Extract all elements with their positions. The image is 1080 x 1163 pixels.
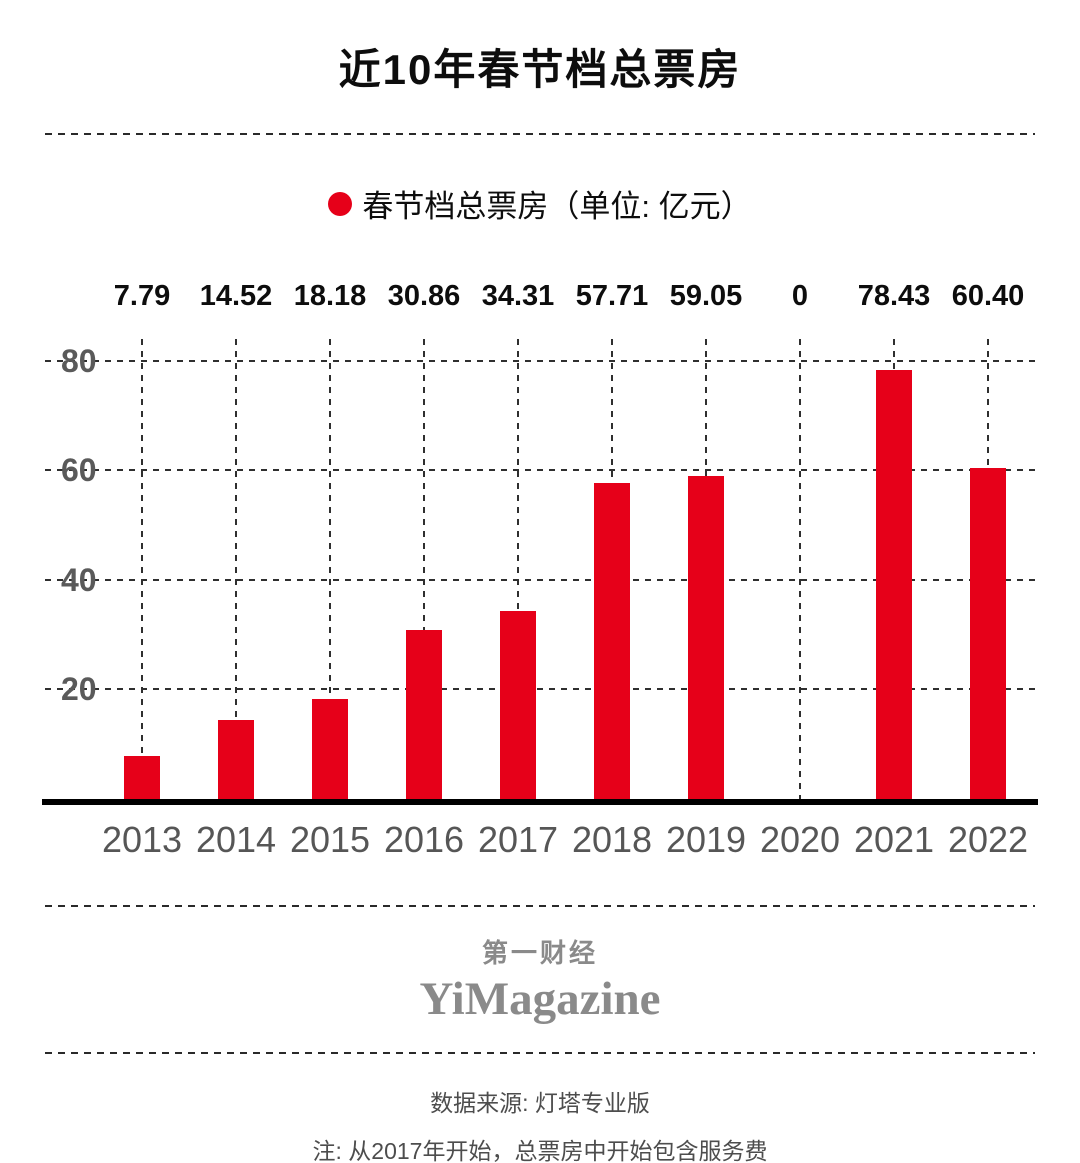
brand-name-cn: 第一财经	[481, 938, 598, 968]
chart-column	[189, 339, 283, 799]
x-tick-label: 2018	[571, 819, 653, 860]
value-label: 14.52	[199, 280, 273, 312]
legend: 春节档总票房（单位: 亿元）	[0, 181, 1080, 226]
value-label: 57.71	[575, 280, 649, 312]
bar	[312, 699, 348, 799]
grid-vline	[141, 339, 143, 799]
grid-vline	[517, 339, 519, 799]
chart-column	[95, 339, 189, 799]
columns	[95, 339, 1035, 799]
x-tick-label: 2015	[289, 819, 371, 860]
value-label: 34.31	[481, 280, 555, 312]
chart-column	[565, 339, 659, 799]
bar	[688, 475, 724, 799]
x-labels-row: 2013 2014 2015 2016 2017 2018 2019 2020 2021 2022	[45, 819, 1035, 861]
chart-column	[659, 339, 753, 799]
value-label: 0	[791, 280, 809, 312]
x-tick-label: 2017	[477, 819, 559, 860]
x-tick-label: 2020	[759, 819, 841, 860]
x-tick-label: 2021	[853, 819, 935, 860]
grid-vline	[799, 339, 801, 799]
grid-hline	[45, 688, 1035, 691]
grid-hline	[45, 578, 1035, 581]
legend-label: 春节档总票房（单位: 亿元）	[362, 189, 752, 224]
grid-hline	[45, 469, 1035, 472]
brand-name-en: YiMagazine	[419, 973, 661, 1025]
y-tick-label: 40	[61, 561, 97, 598]
x-tick-label: 2014	[195, 819, 277, 860]
grid-hline	[45, 359, 1035, 362]
y-tick-label: 60	[61, 452, 97, 489]
x-axis-baseline	[42, 799, 1038, 805]
dashed-divider-middle	[45, 905, 1035, 907]
x-tick-label: 2016	[383, 819, 465, 860]
value-label: 78.43	[857, 280, 931, 312]
bar	[594, 482, 630, 799]
value-labels-row: 7.79 14.52 18.18 30.86 34.31 57.71 59.05 0 78.43…	[45, 280, 1035, 313]
legend-marker-icon	[328, 191, 353, 216]
chart-column	[847, 339, 941, 799]
x-tick-label: 2019	[665, 819, 747, 860]
footer: 第一财经 YiMagazine	[0, 933, 1080, 1026]
value-label: 60.40	[951, 280, 1025, 312]
bar	[218, 719, 254, 799]
chart-column	[283, 339, 377, 799]
value-label: 7.79	[113, 280, 171, 312]
value-label: 30.86	[387, 280, 461, 312]
bar	[500, 611, 536, 799]
value-label: 59.05	[669, 280, 743, 312]
grid-vline	[235, 339, 237, 799]
grid-vline	[329, 339, 331, 799]
chart-column	[471, 339, 565, 799]
data-source-text: 数据来源: 灯塔专业版	[430, 1090, 650, 1116]
x-tick-label: 2022	[947, 819, 1029, 860]
dashed-divider-bottom	[45, 1052, 1035, 1054]
grid-vline	[423, 339, 425, 799]
y-tick-label: 80	[61, 342, 97, 379]
chart-column	[941, 339, 1035, 799]
chart-column	[377, 339, 471, 799]
bar	[406, 630, 442, 799]
bar	[876, 369, 912, 799]
x-tick-label: 2013	[101, 819, 183, 860]
bar	[970, 468, 1006, 799]
bar	[124, 756, 160, 799]
value-label: 18.18	[293, 280, 367, 312]
plot-area: 20 40 60 80	[45, 339, 1035, 799]
chart-column	[753, 339, 847, 799]
footnote-text: 注: 从2017年开始，总票房中开始包含服务费	[312, 1138, 768, 1163]
dashed-divider-top	[45, 133, 1035, 135]
y-tick-label: 20	[61, 671, 97, 708]
chart-title: 近10年春节档总票房	[338, 46, 742, 93]
